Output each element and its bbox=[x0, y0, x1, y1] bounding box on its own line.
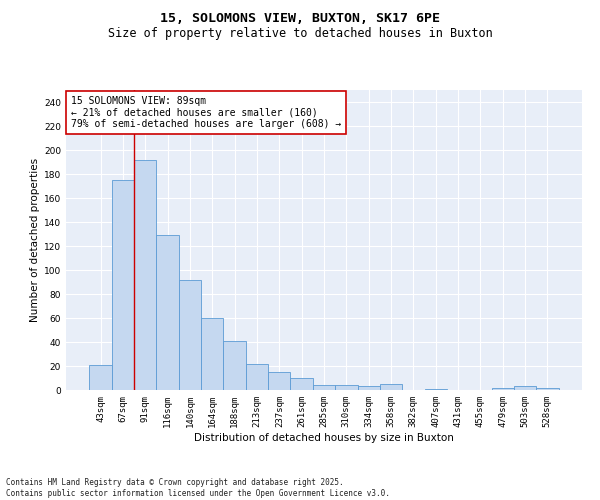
Bar bbox=[134, 160, 157, 390]
Bar bbox=[358, 386, 380, 390]
Text: Contains HM Land Registry data © Crown copyright and database right 2025.
Contai: Contains HM Land Registry data © Crown c… bbox=[6, 478, 390, 498]
Y-axis label: Number of detached properties: Number of detached properties bbox=[30, 158, 40, 322]
Bar bbox=[268, 372, 290, 390]
Bar bbox=[112, 180, 134, 390]
Bar bbox=[335, 385, 358, 390]
Bar bbox=[89, 365, 112, 390]
Bar bbox=[157, 235, 179, 390]
Bar bbox=[290, 378, 313, 390]
Text: Size of property relative to detached houses in Buxton: Size of property relative to detached ho… bbox=[107, 28, 493, 40]
Text: 15 SOLOMONS VIEW: 89sqm
← 21% of detached houses are smaller (160)
79% of semi-d: 15 SOLOMONS VIEW: 89sqm ← 21% of detache… bbox=[71, 96, 341, 129]
Bar bbox=[201, 318, 223, 390]
Bar bbox=[380, 384, 402, 390]
Bar bbox=[491, 388, 514, 390]
Text: 15, SOLOMONS VIEW, BUXTON, SK17 6PE: 15, SOLOMONS VIEW, BUXTON, SK17 6PE bbox=[160, 12, 440, 26]
Bar bbox=[179, 280, 201, 390]
X-axis label: Distribution of detached houses by size in Buxton: Distribution of detached houses by size … bbox=[194, 432, 454, 442]
Bar bbox=[313, 385, 335, 390]
Bar bbox=[536, 388, 559, 390]
Bar bbox=[425, 389, 447, 390]
Bar bbox=[514, 386, 536, 390]
Bar bbox=[246, 364, 268, 390]
Bar bbox=[223, 341, 246, 390]
